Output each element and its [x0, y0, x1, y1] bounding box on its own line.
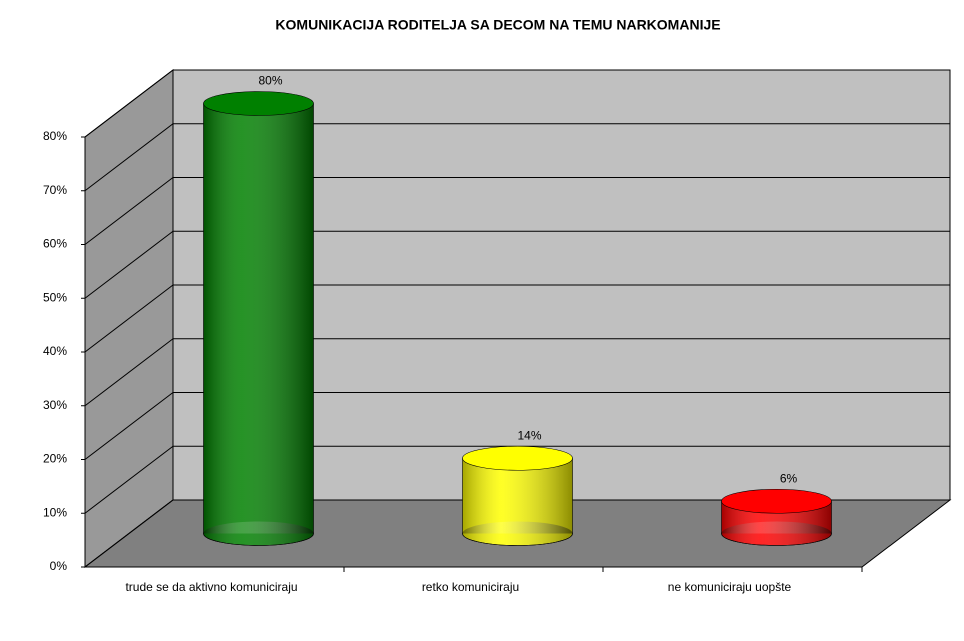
y-tick-label: 40%	[43, 344, 67, 358]
value-label: 14%	[517, 428, 541, 442]
side-grid-line	[84, 123, 174, 192]
side-grid-line	[84, 284, 174, 353]
chart-title: KOMUNIKACIJA RODITELJA SA DECOM NA TEMU …	[275, 17, 720, 33]
y-tick-label: 60%	[43, 237, 67, 251]
y-tick-label: 30%	[43, 398, 67, 412]
y-tick-label: 10%	[43, 505, 67, 519]
cylinder	[462, 445, 573, 546]
bar-outline	[721, 501, 832, 546]
bar-outline	[203, 103, 314, 546]
value-label: 80%	[258, 74, 282, 88]
value-label: 6%	[780, 471, 798, 485]
x-tick-label: ne komuniciraju uopšte	[668, 580, 792, 594]
x-tick-label: retko komuniciraju	[422, 580, 519, 594]
side-grid-line	[84, 69, 174, 138]
bar-shade	[462, 458, 573, 534]
side-grid-line	[84, 338, 174, 407]
side-grid-line	[84, 392, 174, 460]
bar-top	[721, 488, 832, 514]
bar-outline	[462, 458, 573, 546]
side-grid-line	[84, 177, 174, 245]
cylinder	[721, 488, 832, 546]
side-grid-line	[84, 499, 174, 568]
x-tick-label: trude se da aktivno komuniciraju	[125, 580, 297, 594]
side-grid-line	[84, 230, 174, 299]
bar-top	[462, 445, 573, 471]
y-tick-label: 50%	[43, 290, 67, 304]
side-grid-line	[84, 445, 174, 514]
y-tick-label: 0%	[50, 559, 68, 573]
bar-shade	[203, 103, 314, 534]
y-tick-label: 80%	[43, 129, 67, 143]
y-tick-label: 70%	[43, 183, 67, 197]
y-tick-label: 20%	[43, 452, 67, 466]
bar-top	[203, 91, 314, 116]
bars	[203, 91, 832, 546]
cylinder	[203, 91, 314, 546]
